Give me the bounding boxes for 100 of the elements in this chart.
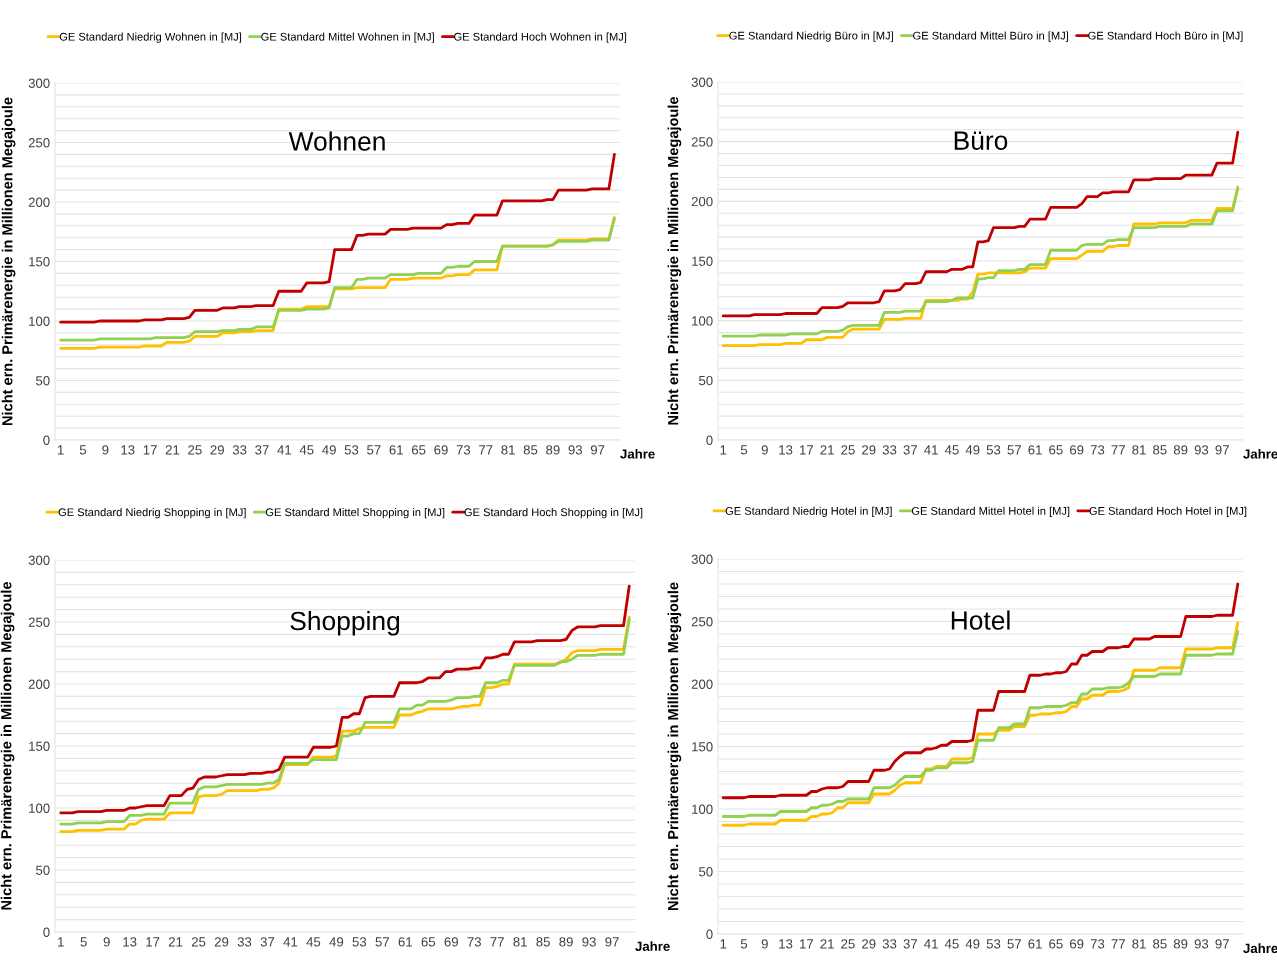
x-tick-label: 45 [299,445,314,455]
y-tick-label: 250 [28,138,50,148]
text: Hotel [951,610,1010,630]
x-tick-label: 65 [411,445,426,455]
x-tick-label: 89 [1173,445,1188,455]
x-tick-label: 93 [568,445,583,455]
x-tick-label: 85 [536,937,550,947]
x-tick-label: 41 [924,445,938,455]
x-tick-label: 73 [1090,445,1105,455]
y-tick-label: 100 [29,316,50,326]
x-tick-label: 65 [421,937,436,947]
x-tick-label: 21 [820,445,834,455]
x-tick-label: 37 [903,445,917,455]
x-tick-label: 5 [79,445,87,455]
y-tick-label: 100 [692,316,713,326]
x-tick-label: 97 [1215,939,1229,949]
x-tick-label: 89 [1173,939,1188,949]
legend-label: GE Standard Niedrig Wohnen in [MJ] [59,32,242,43]
line-series [59,153,616,324]
y-tick-label: 200 [28,197,50,207]
x-tick-label: 45 [944,939,959,949]
x-tick-label: 45 [944,445,959,455]
x-tick-label: 61 [389,445,403,455]
y-tick-label: 150 [692,742,713,752]
x-tick-label: 9 [103,937,110,947]
x-tick-label: 29 [862,939,876,949]
x-tick-label: 41 [924,939,938,949]
x-tick-label: 5 [740,939,748,949]
x-tick-label: 17 [800,939,814,949]
x-tick-label: 21 [168,937,183,947]
y-tick-label: 250 [691,137,713,147]
legend-label: GE Standard Mittel Wohnen in [MJ] [261,32,434,43]
x-tick-label: 57 [375,937,389,947]
y-tick-label: 150 [29,257,50,267]
x-tick-label: 25 [841,939,855,949]
x-tick-label: 89 [559,937,573,947]
y-tick-label: 200 [691,679,713,689]
y-tick-label: 0 [706,929,713,939]
x-tick-label: 49 [329,937,344,947]
legend-label: GE Standard Mittel Büro in [MJ] [913,31,1069,42]
x-tick-label: 13 [123,937,137,947]
y-tick-label: 300 [28,555,50,565]
text: Shopping [290,610,400,636]
x-tick-label: 41 [277,445,292,455]
y-tick-label: 250 [691,617,713,627]
y-tick-label: 200 [28,679,50,689]
x-tick-label: 97 [605,937,619,947]
x-axis-title: Jahre [1243,448,1277,459]
x-tick-label: 81 [1132,939,1146,949]
x-tick-label: 25 [841,445,855,455]
x-tick-label: 57 [1007,445,1021,455]
y-tick-label: 150 [29,741,50,751]
x-tick-label: 41 [283,937,298,947]
y-axis-title: Nicht ern. Primärenergie in Millionen Megajoule [667,96,682,425]
x-tick-label: 53 [352,937,367,947]
x-tick-label: 61 [1028,445,1042,455]
line-series [721,130,1240,318]
x-tick-label: 33 [882,939,897,949]
x-tick-label: 21 [820,939,834,949]
line-series [721,582,1240,800]
legend-label: GE Standard Hoch Wohnen in [MJ] [454,32,627,43]
x-tick-label: 77 [490,937,504,947]
x-tick-label: 29 [862,445,876,455]
x-tick-label: 69 [434,445,448,455]
x-tick-label: 85 [1153,445,1167,455]
x-tick-label: 17 [800,445,814,455]
y-tick-label: 300 [691,554,713,564]
y-tick-label: 300 [691,77,713,87]
x-tick-label: 97 [1215,445,1229,455]
x-tick-label: 53 [986,939,1001,949]
x-tick-label: 1 [58,937,64,947]
x-tick-label: 1 [720,445,727,455]
x-tick-label: 21 [165,445,180,455]
x-tick-label: 61 [1028,939,1042,949]
y-tick-label: 250 [28,617,50,627]
x-tick-label: 81 [1132,445,1146,455]
y-axis-title: Nicht ern. Primärenergie in Millionen Megajoule [1,97,16,426]
x-tick-label: 81 [513,937,527,947]
y-tick-label: 0 [43,927,50,937]
legend-label: GE Standard Niedrig Hotel in [MJ] [725,506,892,518]
x-tick-label: 97 [590,445,605,455]
x-tick-label: 29 [214,937,229,947]
x-tick-label: 89 [546,445,560,455]
x-tick-label: 17 [146,937,160,947]
x-tick-label: 45 [306,937,321,947]
x-tick-label: 49 [322,445,336,455]
line-series [59,584,631,815]
x-tick-label: 57 [1007,939,1021,949]
x-tick-label: 69 [444,937,458,947]
x-tick-label: 37 [255,445,269,455]
x-tick-label: 5 [80,937,87,947]
x-tick-label: 73 [467,937,481,947]
legend-label: GE Standard Mittel Shopping in [MJ] [265,508,445,519]
x-tick-label: 5 [740,445,748,455]
legend-label: GE Standard Niedrig Büro in [MJ] [729,31,893,42]
x-tick-label: 1 [57,445,64,455]
x-tick-label: 29 [210,445,224,455]
y-tick-label: 300 [28,78,50,88]
y-tick-label: 0 [43,435,50,445]
x-tick-label: 49 [965,445,980,455]
